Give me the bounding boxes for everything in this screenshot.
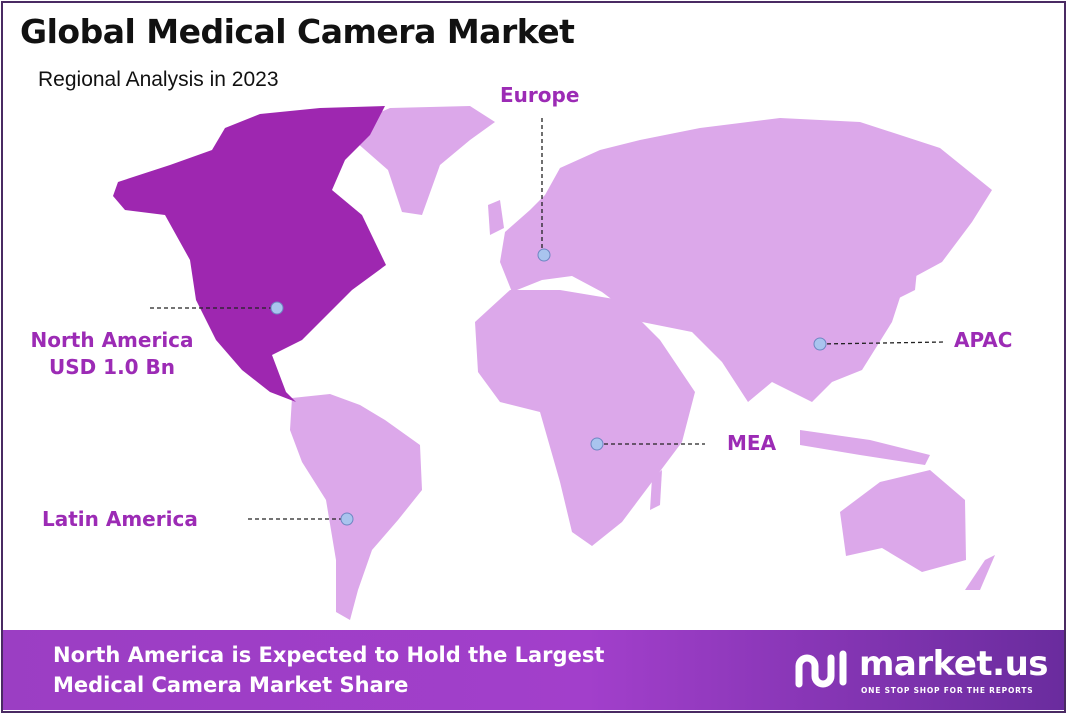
- region-europe-asia: [500, 118, 992, 402]
- banner-line-2: Medical Camera Market Share: [53, 673, 409, 697]
- region-greenland: [350, 106, 495, 215]
- region-africa: [475, 290, 695, 546]
- logo-mark-icon: [795, 650, 847, 688]
- region-indonesia: [800, 430, 930, 465]
- region-latin-america: [290, 394, 422, 620]
- label-north-america-name: North America: [30, 328, 194, 352]
- logo-tagline: ONE STOP SHOP FOR THE REPORTS: [861, 686, 1034, 695]
- marker-europe: [537, 248, 551, 262]
- marker-mea: [590, 437, 604, 451]
- region-australia: [840, 470, 966, 572]
- logo-name: market.us: [859, 644, 1049, 684]
- label-apac: APAC: [954, 328, 1013, 352]
- region-japan: [895, 240, 920, 300]
- page-title: Global Medical Camera Market: [20, 12, 575, 51]
- label-mea: MEA: [727, 431, 777, 455]
- page-subtitle: Regional Analysis in 2023: [38, 68, 279, 91]
- region-new-zealand: [965, 555, 995, 590]
- region-north-america: [113, 106, 386, 402]
- banner-line-1: North America is Expected to Hold the La…: [53, 643, 605, 667]
- region-uk: [488, 200, 504, 235]
- region-madagascar: [650, 470, 662, 510]
- label-latin-america: Latin America: [42, 507, 198, 531]
- footer-banner: North America is Expected to Hold the La…: [3, 630, 1064, 710]
- market-us-logo: market.us ONE STOP SHOP FOR THE REPORTS: [793, 644, 1049, 698]
- banner-text: North America is Expected to Hold the La…: [53, 640, 604, 700]
- marker-latin-america: [340, 512, 354, 526]
- label-europe: Europe: [500, 83, 580, 107]
- marker-north-america: [270, 301, 284, 315]
- marker-apac: [813, 337, 827, 351]
- label-north-america: North America USD 1.0 Bn: [12, 327, 212, 381]
- label-north-america-value: USD 1.0 Bn: [48, 355, 176, 379]
